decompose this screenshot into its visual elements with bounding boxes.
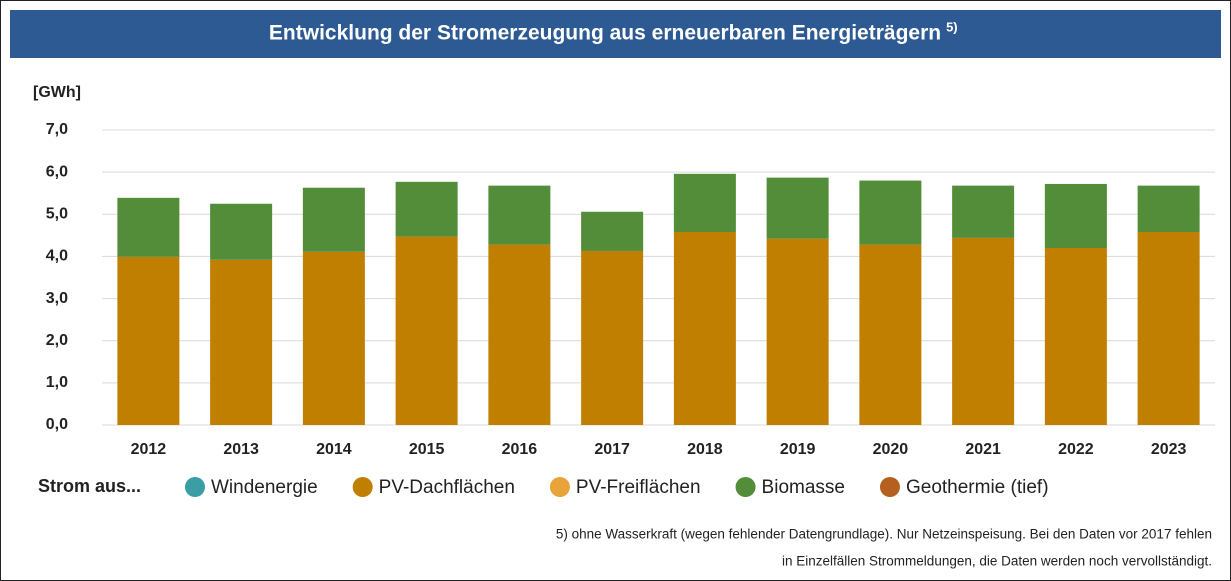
title-note: 5) [946, 19, 958, 34]
bar-segment [488, 244, 551, 425]
bar-segment [673, 173, 736, 232]
y-tick-label: 7,0 [46, 121, 68, 138]
y-axis-label: [GWh] [33, 84, 81, 101]
footnote: in Einzelfällen Strommeldungen, die Date… [782, 554, 1212, 569]
x-tick-label: 2013 [223, 441, 259, 458]
bar-segment [952, 185, 1015, 238]
x-tick-label: 2022 [1058, 441, 1094, 458]
x-tick-label: 2019 [780, 441, 816, 458]
bar-segment [210, 259, 273, 425]
legend-marker [185, 477, 205, 497]
x-tick-label: 2020 [873, 441, 909, 458]
bar-segment [395, 181, 458, 237]
x-tick-label: 2018 [687, 441, 723, 458]
y-tick-label: 3,0 [46, 290, 68, 307]
legend-marker [879, 477, 900, 497]
title-bar [10, 10, 1221, 58]
bar-segment [302, 251, 365, 425]
bar-segment [673, 231, 736, 425]
footnote: 5) ohne Wasserkraft (wegen fehlender Dat… [556, 527, 1212, 542]
bar-segment [581, 250, 644, 425]
bar-segment [488, 185, 551, 245]
bar-segment [859, 180, 922, 245]
bar-segment [210, 203, 273, 260]
bar-segment [859, 244, 922, 425]
bar-segment [1044, 248, 1107, 425]
bar-segment [766, 177, 829, 239]
bar-segment [395, 236, 458, 425]
legend-title: Strom aus... [38, 476, 141, 496]
bar-segment [117, 197, 180, 257]
legend-label: PV-Freiflächen [576, 477, 701, 498]
legend-label: Windenergie [211, 477, 318, 498]
y-tick-label: 1,0 [46, 374, 68, 391]
bar-segment [302, 187, 365, 252]
bar-segment [581, 211, 644, 251]
legend-marker [352, 477, 373, 497]
y-tick-label: 2,0 [46, 332, 68, 349]
bar-segment [766, 238, 829, 425]
bar-segment [117, 256, 180, 425]
legend-marker [735, 477, 756, 497]
bar-segment [1137, 231, 1200, 425]
y-tick-label: 6,0 [46, 163, 68, 180]
x-tick-label: 2016 [502, 441, 538, 458]
x-tick-label: 2014 [316, 441, 352, 458]
x-tick-label: 2023 [1151, 441, 1187, 458]
bar-segment [952, 237, 1015, 425]
legend-marker [549, 477, 570, 497]
x-tick-label: 2021 [965, 441, 1001, 458]
x-tick-label: 2017 [594, 441, 630, 458]
x-tick-label: 2012 [131, 441, 167, 458]
x-tick-label: 2015 [409, 441, 445, 458]
chart-title: Entwicklung der Stromerzeugung aus erneu… [269, 22, 941, 45]
y-tick-label: 0,0 [46, 416, 68, 433]
bar-segment [1137, 185, 1200, 232]
legend-label: Biomasse [762, 477, 845, 498]
y-tick-label: 4,0 [46, 248, 68, 265]
legend-label: Geothermie (tief) [906, 477, 1049, 498]
y-tick-label: 5,0 [46, 206, 68, 223]
legend-label: PV-Dachflächen [379, 477, 515, 498]
bar-segment [1044, 183, 1107, 248]
